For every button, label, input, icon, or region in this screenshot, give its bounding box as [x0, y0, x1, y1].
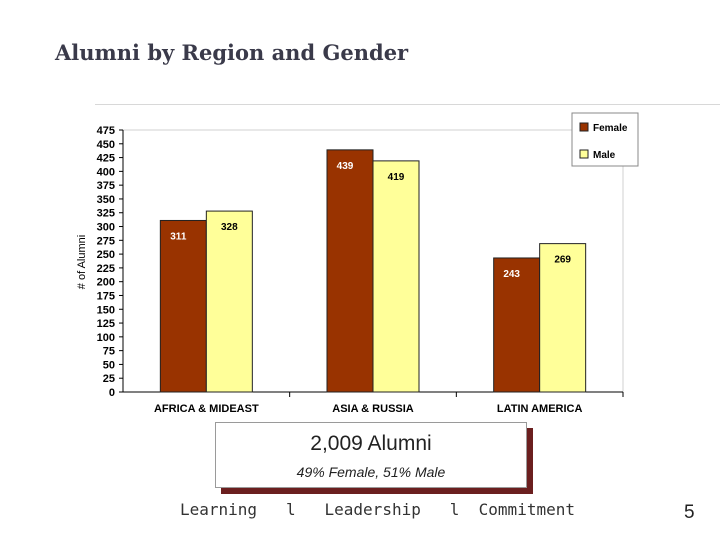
y-axis-label: # of Alumni — [76, 235, 88, 289]
y-tick-label: 50 — [103, 359, 115, 371]
y-tick-label: 300 — [97, 222, 115, 234]
legend-box — [571, 112, 639, 167]
y-tick-label: 350 — [97, 194, 115, 206]
y-tick-label: 325 — [97, 208, 115, 220]
x-tick-label: LATIN AMERICA — [497, 403, 583, 415]
footer-separator: l — [449, 500, 460, 519]
y-tick-label: 275 — [97, 235, 115, 247]
y-tick-label: 200 — [97, 277, 115, 289]
data-label: 269 — [554, 255, 571, 266]
gender-split: 49% Female, 51% Male — [296, 464, 446, 480]
y-tick-label: 425 — [97, 153, 115, 165]
y-tick-label: 150 — [97, 304, 115, 316]
y-tick-label: 225 — [97, 263, 115, 275]
footer-item-leadership: Leadership — [324, 500, 421, 519]
data-label: 243 — [503, 269, 520, 280]
y-tick-label: 175 — [97, 290, 115, 302]
footer-tagline: Learning l Leadership l Commitment — [180, 500, 575, 519]
y-tick-label: 400 — [97, 166, 115, 178]
footer-item-learning: Learning — [180, 500, 258, 519]
footer-item-commitment: Commitment — [478, 500, 575, 519]
y-tick-label: 0 — [109, 387, 115, 399]
data-label: 328 — [221, 222, 238, 233]
legend-label-female: Female — [593, 123, 628, 134]
data-label: 419 — [388, 172, 405, 183]
bar-female — [159, 219, 207, 393]
y-tick-label: 25 — [103, 373, 115, 385]
bar-male — [372, 160, 420, 393]
bar-female — [326, 149, 374, 393]
y-tick-label: 475 — [97, 125, 115, 137]
slide-title: Alumni by Region and Gender — [55, 40, 409, 65]
alumni-summary-box: 2,009 Alumni 49% Female, 51% Male — [215, 422, 527, 488]
bar-male — [205, 210, 253, 393]
y-tick-label: 100 — [97, 332, 115, 344]
data-label: 311 — [170, 231, 187, 242]
legend-label-male: Male — [593, 150, 616, 161]
alumni-total: 2,009 Alumni — [310, 432, 432, 455]
legend-swatch-female — [579, 122, 589, 132]
y-tick-label: 375 — [97, 180, 115, 192]
title-divider — [95, 104, 720, 105]
bar-female — [493, 257, 541, 393]
x-tick-label: ASIA & RUSSIA — [332, 403, 414, 415]
bar-male — [539, 243, 587, 393]
x-tick-label: AFRICA & MIDEAST — [154, 403, 259, 415]
y-tick-label: 75 — [103, 346, 115, 358]
y-tick-label: 450 — [97, 139, 115, 151]
legend-swatch-male — [579, 149, 589, 159]
data-label: 439 — [337, 161, 354, 172]
y-tick-label: 125 — [97, 318, 115, 330]
footer-separator: l — [285, 500, 296, 519]
page-number: 5 — [684, 502, 695, 523]
y-tick-label: 250 — [97, 249, 115, 261]
